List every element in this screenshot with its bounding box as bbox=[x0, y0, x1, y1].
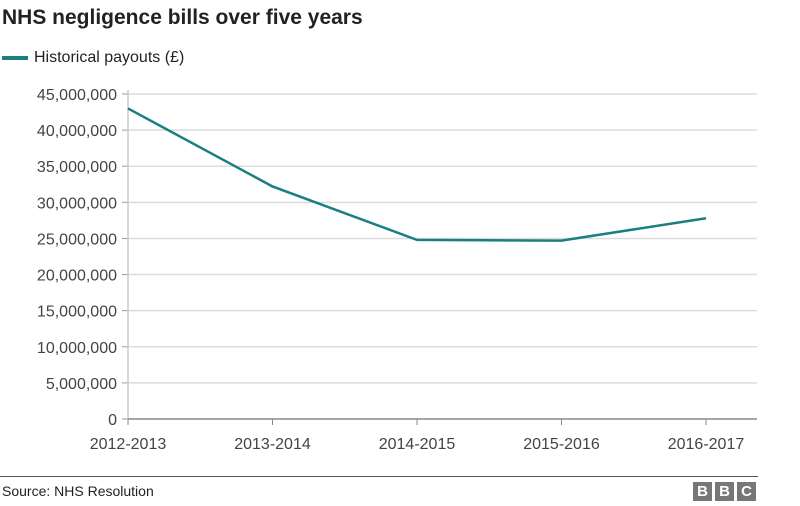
chart-plot: 0 5,000,000 10,000,000 15,000,000 20,000,000… bbox=[37, 87, 757, 453]
legend-label: Historical payouts (£) bbox=[34, 49, 185, 66]
y-tick-label: 25,000,000 bbox=[37, 231, 117, 248]
y-tick-label: 35,000,000 bbox=[37, 159, 117, 176]
footer-divider bbox=[0, 476, 758, 477]
chart-title: NHS negligence bills over five years bbox=[2, 6, 363, 29]
y-tick-label: 15,000,000 bbox=[37, 304, 117, 321]
x-tick-label: 2016-2017 bbox=[668, 436, 745, 453]
y-tick-label: 20,000,000 bbox=[37, 268, 117, 285]
y-tick-label: 40,000,000 bbox=[37, 123, 117, 140]
legend: Historical payouts (£) bbox=[2, 49, 184, 67]
series-line bbox=[127, 107, 707, 242]
y-tick-label: 45,000,000 bbox=[37, 87, 117, 104]
y-tick-label: 0 bbox=[108, 412, 117, 429]
x-tick-label: 2012-2013 bbox=[90, 436, 167, 453]
y-tick-label: 30,000,000 bbox=[37, 195, 117, 212]
y-tick-label: 10,000,000 bbox=[37, 340, 117, 357]
x-tick-label: 2014-2015 bbox=[379, 436, 456, 453]
source-note: Source: NHS Resolution bbox=[2, 483, 154, 499]
x-tick-label: 2013-2014 bbox=[234, 436, 311, 453]
x-tick-label: 2015-2016 bbox=[523, 436, 600, 453]
legend-swatch bbox=[2, 56, 28, 60]
y-tick-label: 5,000,000 bbox=[46, 376, 117, 393]
